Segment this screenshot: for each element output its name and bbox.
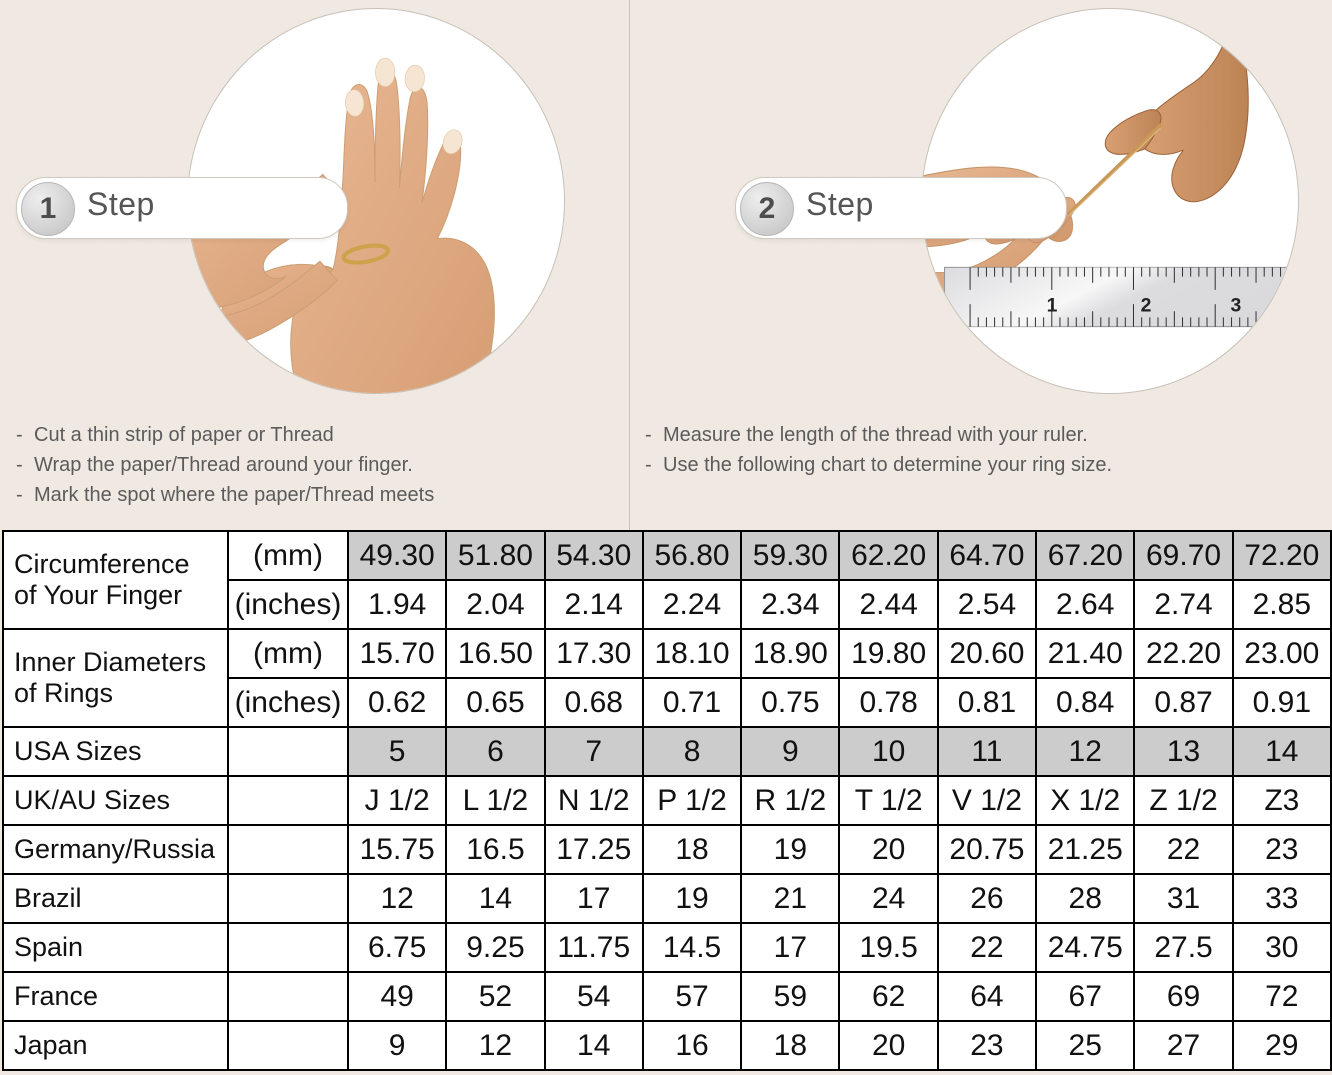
svg-text:3: 3: [1231, 294, 1242, 316]
svg-text:1: 1: [1047, 294, 1058, 316]
svg-text:2: 2: [1141, 294, 1152, 316]
